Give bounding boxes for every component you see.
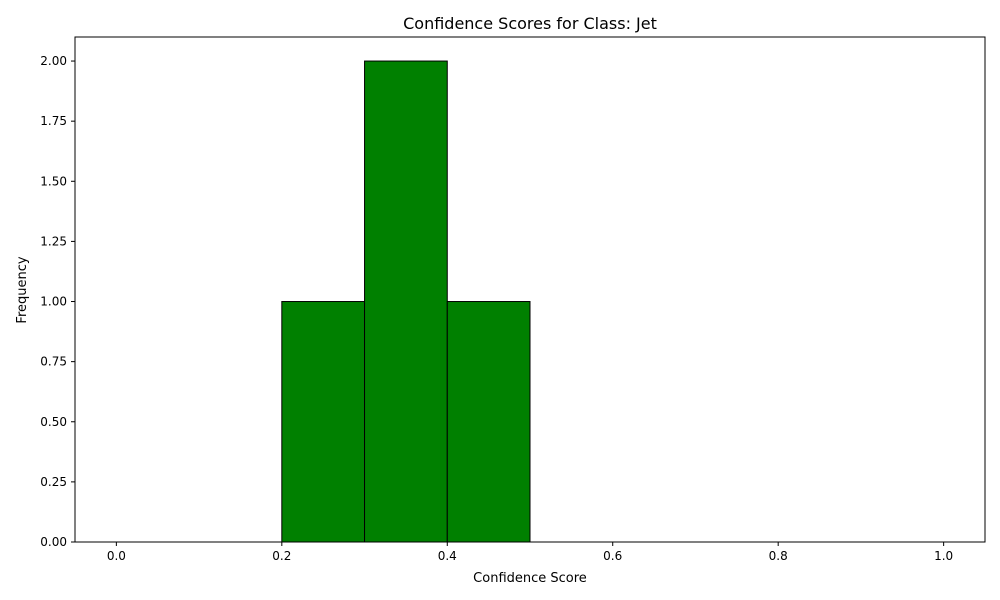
y-axis-label: Frequency — [15, 256, 30, 323]
y-tick-label-2: 0.50 — [40, 415, 67, 429]
x-tick-label-0: 0.0 — [107, 549, 126, 563]
x-tick-label-5: 1.0 — [934, 549, 953, 563]
histogram-bar-3 — [364, 60, 448, 543]
chart-title: Confidence Scores for Class: Jet — [403, 14, 657, 33]
y-tick-label-1: 0.25 — [40, 475, 67, 489]
x-tick-label-3: 0.6 — [603, 549, 622, 563]
x-axis-ticks: 0.0 0.2 0.4 0.6 0.8 1.0 — [107, 542, 953, 563]
x-tick-label-2: 0.4 — [438, 549, 457, 563]
y-axis-ticks: 0.00 0.25 0.50 0.75 1.00 1.25 1.50 1.75 2.00 — [40, 54, 75, 549]
y-tick-label-0: 0.00 — [40, 535, 67, 549]
x-tick-label-4: 0.8 — [769, 549, 788, 563]
x-tick-label-1: 0.2 — [272, 549, 291, 563]
y-tick-label-8: 2.00 — [40, 54, 67, 68]
histogram-bar-4 — [446, 301, 531, 543]
histogram-bar-2 — [281, 301, 366, 543]
bars-layer — [115, 60, 945, 543]
y-tick-label-7: 1.75 — [40, 114, 67, 128]
y-tick-label-3: 0.75 — [40, 355, 67, 369]
y-tick-label-6: 1.50 — [40, 174, 67, 188]
y-tick-label-5: 1.25 — [40, 234, 67, 248]
plot-frame — [74, 36, 986, 543]
y-tick-label-4: 1.00 — [40, 295, 67, 309]
x-axis-label: Confidence Score — [473, 571, 587, 586]
